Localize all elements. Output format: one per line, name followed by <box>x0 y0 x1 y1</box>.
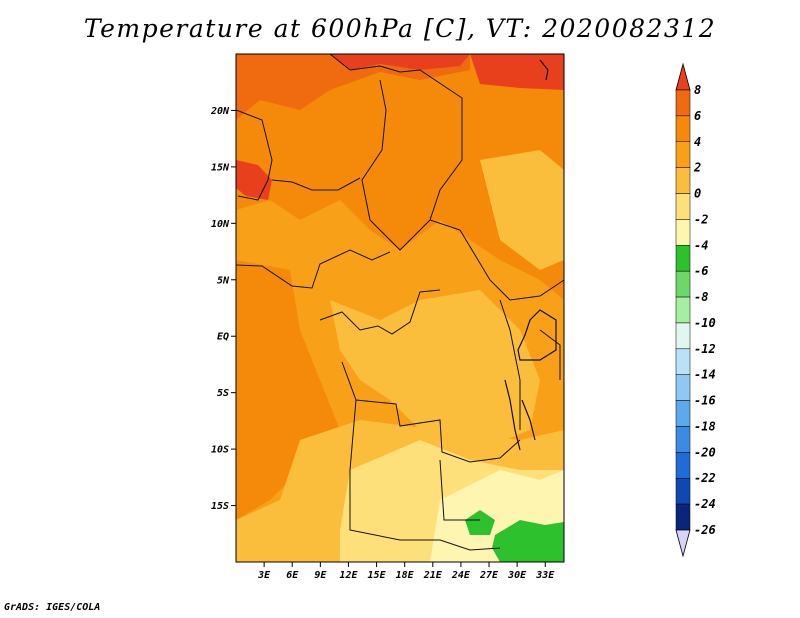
light-orange-east <box>480 150 564 270</box>
lon-tick-label: 3E <box>257 570 271 581</box>
lon-tick-label: 21E <box>423 570 443 581</box>
colorbar-swatch <box>675 426 691 453</box>
lat-tick-label: 5N <box>217 275 230 286</box>
colorbar-swatch <box>675 452 691 479</box>
lat-tick-label: 15S <box>211 501 229 512</box>
green-southeast-patch <box>465 510 495 535</box>
colorbar-swatch <box>675 167 691 194</box>
light-orange-central <box>330 290 540 450</box>
lon-tick-label: 30E <box>507 570 527 581</box>
colorbar-swatch <box>675 374 691 401</box>
colorbar-label: -6 <box>694 264 708 278</box>
lat-tick-label: 15N <box>211 162 230 173</box>
longitude-axis: 3E 6E 9E 12E 15E 18E 21E 24E 27E 30E 33E <box>257 562 555 581</box>
colorbar-label: 6 <box>694 109 701 123</box>
colorbar-swatch <box>675 115 691 143</box>
lat-tick-label: 10S <box>211 445 229 456</box>
colorbar-label: 8 <box>694 83 701 97</box>
lon-tick-label: 6E <box>286 570 299 581</box>
lat-tick-label: 5S <box>217 388 229 399</box>
colorbar-label: -26 <box>694 523 716 537</box>
colorbar-label: -2 <box>694 212 708 226</box>
colorbar-swatch <box>675 219 691 246</box>
colorbar-swatch <box>675 193 691 220</box>
colorbar-label: 0 <box>694 187 701 201</box>
lon-tick-label: 15E <box>368 570 387 581</box>
colorbar-label: 2 <box>693 161 701 175</box>
hot-northcenter-patch <box>330 54 470 70</box>
colorbar-swatch <box>675 503 691 531</box>
colorbar-label: -16 <box>694 394 716 408</box>
warm-band-north <box>236 54 564 300</box>
lon-tick-label: 24E <box>451 570 471 581</box>
lakes <box>504 59 557 451</box>
colorbar-swatch <box>675 296 691 324</box>
map-frame <box>235 53 565 563</box>
latitude-axis: 20N 15N 10N 5N EQ 5S 10S 15S <box>210 106 236 512</box>
country-borders <box>236 54 564 551</box>
colorbar-swatch <box>675 245 691 272</box>
hot-northeast-patch <box>470 54 564 90</box>
colorbar-label: -10 <box>694 316 716 330</box>
colorbar-label: -24 <box>694 497 716 511</box>
colorbar-swatch <box>675 89 691 117</box>
temperature-field <box>236 54 564 562</box>
colorbar-label: -14 <box>694 368 716 382</box>
colorbar-swatch <box>675 322 691 350</box>
lon-tick-label: 18E <box>396 570 415 581</box>
colorbar-label: -8 <box>694 290 708 304</box>
lat-tick-label: EQ <box>217 332 229 343</box>
lon-tick-label: 9E <box>314 570 327 581</box>
colorbar-swatch <box>675 477 691 505</box>
temperature-map: 20N 15N 10N 5N EQ 5S 10S 15S 3E 6E 9E 12E 15E 18E 21E… <box>210 53 716 581</box>
colorbar: 8 6 4 2 0 -2 -4 -6 -8 -10 -12 -14 -16 -18 -20 -22 -24 -26 <box>675 62 716 558</box>
colorbar-bottom-arrow <box>675 529 691 558</box>
colorbar-label: -4 <box>694 238 708 252</box>
colorbar-swatch <box>675 348 691 375</box>
green-southeast-patch-2 <box>492 520 564 562</box>
lat-tick-label: 10N <box>211 219 230 230</box>
colorbar-label: -22 <box>694 471 716 485</box>
colorbar-label: -20 <box>694 445 716 459</box>
colorbar-swatch <box>675 141 691 168</box>
lon-tick-label: 27E <box>479 570 499 581</box>
lat-tick-label: 20N <box>210 106 230 117</box>
colorbar-label: 4 <box>694 135 701 149</box>
colorbar-top-arrow <box>675 62 691 91</box>
colorbar-label: -18 <box>694 419 716 433</box>
colorbar-label: -12 <box>694 342 716 356</box>
colorbar-swatch <box>675 270 691 298</box>
footer-credit: GrADS: IGES/COLA <box>4 602 101 613</box>
lon-tick-label: 33E <box>535 570 555 581</box>
map-title: Temperature at 600hPa [C], VT: 202008231… <box>83 14 717 43</box>
lon-tick-label: 12E <box>339 570 358 581</box>
colorbar-swatch <box>675 400 691 427</box>
